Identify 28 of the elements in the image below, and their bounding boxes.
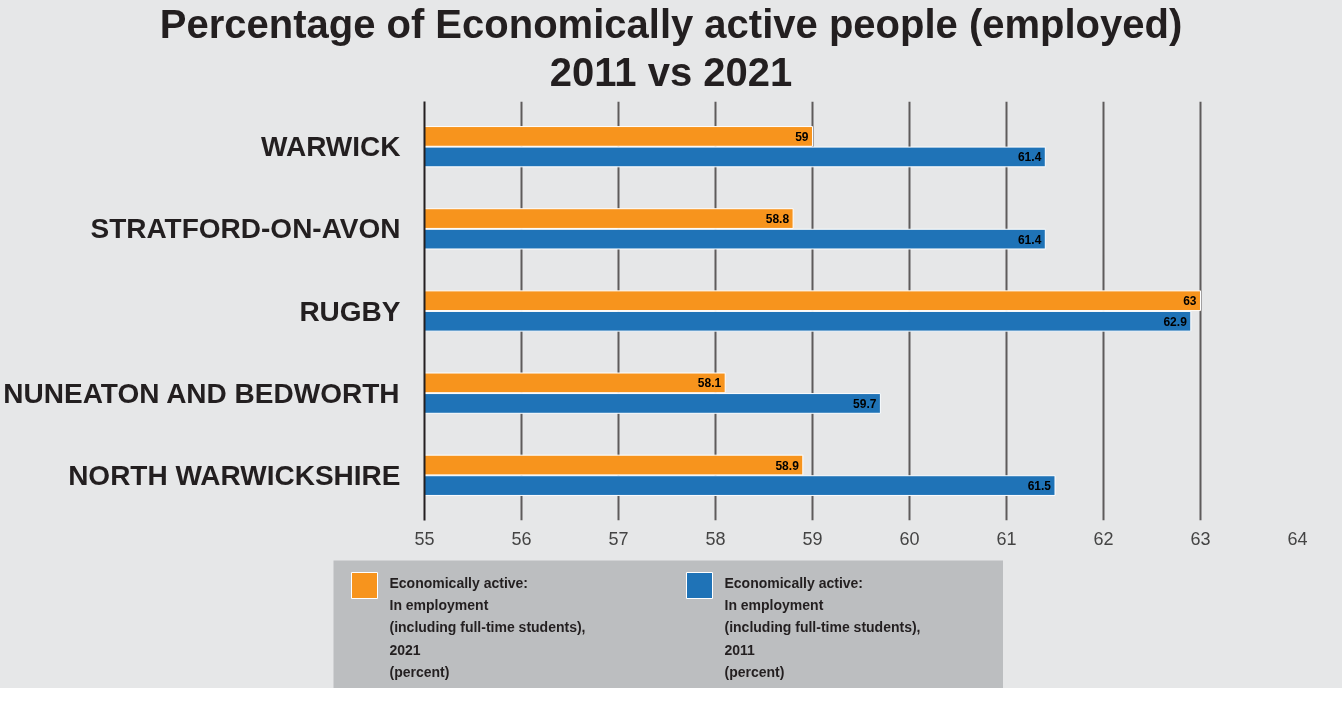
- y-tick-label: NORTH WARWICKSHIRE: [68, 459, 401, 491]
- x-tick-label: 62: [1093, 528, 1114, 549]
- data-label: 61.5: [1027, 479, 1052, 494]
- data-label: 59: [795, 129, 809, 144]
- data-label: 58.1: [697, 376, 722, 391]
- data-label: 58.9: [775, 458, 800, 473]
- x-tick-label: 61: [996, 528, 1017, 549]
- data-label: 58.8: [765, 212, 790, 227]
- x-tick-label: 56: [511, 528, 532, 549]
- y-tick-label: STRATFORD-ON-AVON: [90, 213, 401, 245]
- data-label: 59.7: [853, 396, 877, 411]
- data-label: 61.4: [1017, 232, 1042, 247]
- legend-label: Economically active: In employment (including full-time students), 2011 (percent): [724, 574, 921, 681]
- y-tick-label: NUNEATON AND BEDWORTH: [3, 377, 400, 409]
- x-tick-label: 64: [1287, 528, 1308, 549]
- legend-label: Economically active: In employment (including full-time students), 2021 (percent): [389, 574, 586, 681]
- x-tick-label: 59: [802, 528, 823, 549]
- x-tick-label: 63: [1190, 528, 1211, 549]
- x-tick-label: 55: [414, 528, 435, 549]
- x-tick-label: 58: [705, 528, 726, 549]
- data-label: 62.9: [1163, 314, 1188, 329]
- y-tick-label: WARWICK: [261, 131, 401, 163]
- chart-title: Percentage of Economically active people (employed) 2011 vs 2021: [159, 1, 1183, 96]
- data-label: 63: [1183, 294, 1197, 309]
- y-tick-label: RUGBY: [299, 295, 401, 327]
- data-label: 61.4: [1017, 150, 1042, 165]
- x-tick-label: 57: [608, 528, 629, 549]
- x-tick-label: 60: [899, 528, 920, 549]
